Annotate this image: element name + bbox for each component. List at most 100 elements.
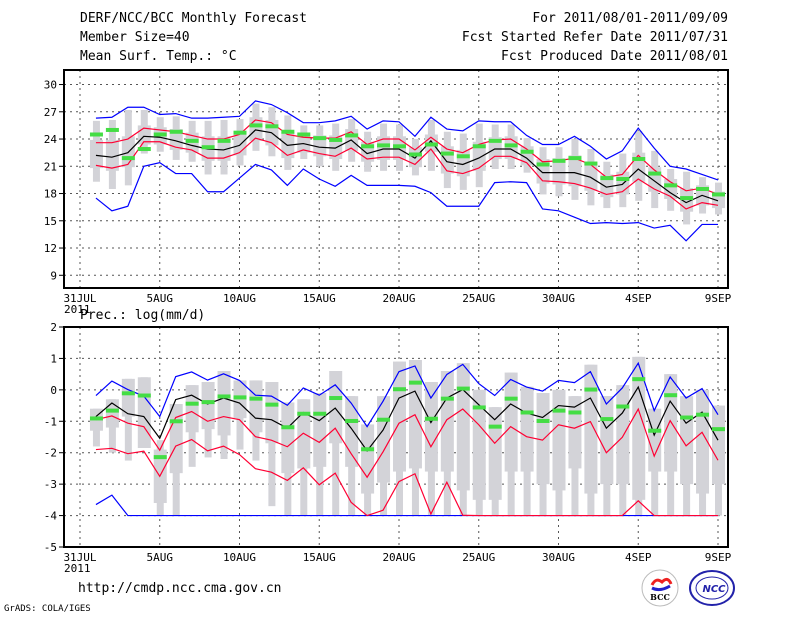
observed-marker <box>89 416 103 421</box>
observed-marker <box>648 171 662 176</box>
box <box>185 385 199 433</box>
box <box>345 396 359 467</box>
y-tick-label: 21 <box>44 160 57 173</box>
box <box>504 372 518 472</box>
observed-marker <box>377 143 391 148</box>
box <box>361 424 375 494</box>
observed-marker <box>233 395 247 400</box>
observed-marker <box>536 418 550 423</box>
header-left: DERF/NCC/BCC Monthly Forecast Member Size… <box>80 9 307 66</box>
variable-label: Mean Surf. Temp.: °C <box>80 49 237 64</box>
y-tick-label: -4 <box>44 510 58 523</box>
forecast-period: For 2011/08/01-2011/09/09 <box>532 11 728 26</box>
box <box>568 155 582 187</box>
box <box>600 396 614 485</box>
y-tick-label: 15 <box>44 215 57 228</box>
y-tick-label: 2 <box>50 321 57 334</box>
logos: BCC NCC <box>641 569 735 607</box>
box <box>137 377 151 448</box>
y-tick-label: 30 <box>44 79 57 92</box>
x-tick-label: 25AUG <box>462 551 495 564</box>
observed-marker <box>345 418 359 423</box>
observed-marker <box>584 161 598 166</box>
observed-marker <box>552 158 566 163</box>
box <box>424 382 438 472</box>
min-line <box>95 162 718 242</box>
observed-marker <box>424 142 438 147</box>
box <box>249 380 263 433</box>
x-year-label: 2011 <box>64 303 91 316</box>
y-tick-label: 18 <box>44 188 57 201</box>
x-tick-label: 10AUG <box>223 292 256 305</box>
observed-marker <box>265 402 279 407</box>
observed-marker <box>488 424 502 429</box>
box <box>664 374 678 472</box>
precip-chart-title: Prec.: log(mm/d) <box>80 308 206 323</box>
box <box>616 385 630 485</box>
observed-marker <box>632 377 646 382</box>
observed-marker <box>424 416 438 421</box>
y-tick-label: -1 <box>44 415 57 428</box>
observed-marker <box>584 387 598 392</box>
member-size: Member Size=40 <box>80 30 190 45</box>
box <box>472 141 486 171</box>
box <box>105 399 119 428</box>
observed-marker <box>281 425 295 430</box>
observed-marker <box>408 152 422 157</box>
observed-marker <box>472 144 486 149</box>
observed-marker <box>712 192 725 197</box>
box <box>520 386 534 472</box>
x-tick-label: 25AUG <box>462 292 495 305</box>
observed-marker <box>217 138 231 143</box>
box <box>89 139 103 169</box>
y-tick-label: -2 <box>44 447 57 460</box>
observed-marker <box>169 129 183 134</box>
x-year-label: 2011 <box>64 562 91 575</box>
x-tick-label: 5AUG <box>147 551 174 564</box>
observed-marker <box>217 394 231 399</box>
box <box>488 407 502 500</box>
y-tick-label: 24 <box>44 133 58 146</box>
website-url: http://cmdp.ncc.cma.gov.cn <box>78 581 282 596</box>
observed-marker <box>664 183 678 188</box>
observed-marker <box>680 196 694 201</box>
observed-marker <box>408 380 422 385</box>
figure-title: DERF/NCC/BCC Monthly Forecast <box>80 11 307 26</box>
observed-marker <box>696 186 710 191</box>
max-line <box>95 100 719 181</box>
x-tick-label: 30AUG <box>542 292 575 305</box>
box <box>472 389 486 500</box>
observed-marker <box>456 386 470 391</box>
box <box>712 405 725 485</box>
whisker-bar <box>268 382 276 507</box>
box <box>201 382 215 430</box>
observed-marker <box>153 455 167 460</box>
observed-marker <box>552 408 566 413</box>
observed-marker <box>536 162 550 167</box>
ncc-logo-text: NCC <box>702 584 726 595</box>
observed-marker <box>520 149 534 154</box>
observed-marker <box>520 410 534 415</box>
observed-marker <box>648 428 662 433</box>
box <box>105 139 119 171</box>
upper-spread-line <box>95 119 719 195</box>
observed-marker <box>249 396 263 401</box>
box <box>265 382 279 444</box>
observed-marker <box>616 177 630 181</box>
observed-marker <box>440 396 454 401</box>
box <box>440 371 454 472</box>
observed-marker <box>265 124 279 129</box>
box <box>536 393 550 485</box>
observed-marker <box>600 417 614 422</box>
x-tick-label: 20AUG <box>382 551 415 564</box>
observed-marker <box>249 123 263 128</box>
observed-marker <box>361 144 375 149</box>
observed-marker <box>121 156 135 161</box>
temperature-chart: 9 12 15 18 21 24 27 30 31JUL 5AUG 10AUG 15AUG 20AUG 2… <box>44 69 732 316</box>
observed-marker <box>313 411 327 416</box>
box <box>584 364 598 494</box>
x-tick-label: 31JUL <box>63 292 96 305</box>
observed-marker <box>504 396 518 401</box>
observed-marker <box>361 447 375 452</box>
observed-marker <box>137 393 151 398</box>
